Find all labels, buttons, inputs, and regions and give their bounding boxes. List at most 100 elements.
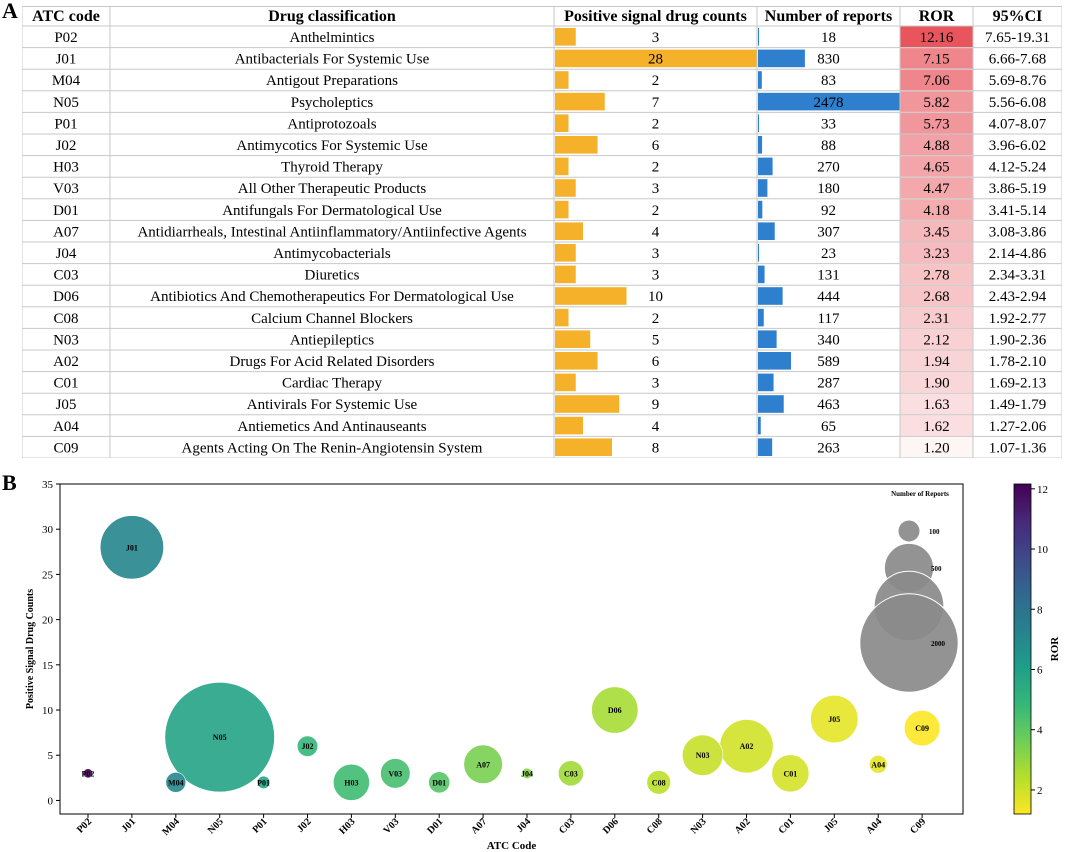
signal-count: 6 (652, 138, 660, 154)
x-axis-label: ATC Code (487, 840, 537, 852)
ror-heat-cell (900, 328, 973, 350)
table-row: P02 Anthelmintics 3 18 12.16 7.65-19.31 (54, 26, 1050, 48)
count-bar (555, 200, 569, 219)
table-row: C03 Diuretics 3 131 2.78 2.34-3.31 (53, 264, 1046, 285)
report-count: 23 (821, 246, 836, 262)
count-bar (555, 157, 569, 176)
size-legend-label: 100 (929, 528, 940, 536)
atc-code: N05 (53, 95, 79, 111)
report-bar (758, 49, 805, 68)
atc-code: D01 (53, 203, 79, 219)
x-tick-label: C08 (645, 816, 665, 836)
ror-value: 1.94 (923, 354, 950, 370)
report-count: 287 (817, 376, 840, 392)
drug-classification: Antifungals For Dermatological Use (222, 203, 442, 219)
ci-value: 5.56-6.08 (989, 95, 1047, 111)
bubble-P01 (257, 775, 271, 789)
x-tick-label: A02 (733, 816, 753, 836)
table-row: H03 Thyroid Therapy 2 270 4.65 4.12-5.24 (53, 156, 1047, 177)
ci-value: 1.69-2.13 (989, 376, 1047, 392)
bubble-P02 (83, 768, 94, 779)
bubble-label-V03: V03 (388, 769, 402, 778)
ror-value: 4.18 (923, 203, 949, 219)
report-bar (758, 92, 900, 111)
signal-count: 10 (648, 289, 663, 305)
header-5: 95%CI (993, 8, 1043, 25)
table-row: A07 Antidiarrheals, Intestinal Antiinflam… (53, 220, 1047, 242)
bubble-J05 (810, 695, 859, 744)
bubble-label-C03: C03 (564, 769, 578, 778)
y-tick-label: 25 (42, 569, 54, 581)
bubble-label-P02: P02 (82, 769, 95, 778)
bubble-label-A02: A02 (740, 742, 754, 751)
report-count: 270 (817, 160, 840, 176)
count-bar (555, 114, 569, 132)
ci-value: 2.43-2.94 (989, 289, 1047, 305)
report-count: 117 (818, 311, 840, 327)
count-bar (555, 244, 576, 262)
signal-count: 4 (652, 419, 660, 435)
ror-value: 4.65 (923, 160, 949, 176)
drug-classification: All Other Therapeutic Products (238, 181, 427, 197)
count-bar (555, 330, 591, 348)
report-count: 263 (817, 440, 840, 456)
bubble-label-A07: A07 (476, 760, 490, 769)
table-row: J02 Antimycotics For Systemic Use 6 88 4.88 3… (56, 134, 1047, 156)
ror-heat-cell (900, 372, 973, 393)
ci-value: 3.96-6.02 (989, 138, 1047, 154)
y-tick-label: 20 (42, 615, 54, 627)
report-count: 589 (817, 354, 840, 370)
ci-value: 3.41-5.14 (989, 203, 1047, 219)
report-bar (758, 157, 773, 176)
plot-frame (59, 483, 964, 815)
bubble-label-N03: N03 (696, 751, 710, 760)
report-bar (758, 114, 759, 132)
ror-value: 4.88 (923, 138, 949, 154)
signal-count: 2 (652, 160, 660, 176)
ci-value: 3.08-3.86 (989, 224, 1047, 240)
ror-value: 4.47 (923, 181, 950, 197)
colorbar-tick-label: 2 (1037, 785, 1043, 797)
ci-value: 6.66-7.68 (989, 52, 1047, 68)
colorbar-tick-label: 6 (1037, 664, 1043, 676)
report-bar (758, 308, 764, 327)
table-row: A04 Antiemetics And Antinauseants 4 65 1.62 1… (53, 415, 1047, 436)
y-tick-label: 0 (48, 795, 54, 807)
bubble-C01 (771, 754, 810, 793)
atc-code: C09 (53, 440, 78, 456)
ci-value: 1.49-1.79 (989, 397, 1047, 413)
header-4: ROR (919, 8, 955, 25)
report-count: 65 (821, 419, 836, 435)
atc-code: A04 (53, 419, 79, 435)
panel-b-label: B (2, 470, 17, 495)
ror-heat-cell (900, 264, 973, 285)
table-row: N05 Psycholeptics 7 2478 5.82 5.56-6.08 (53, 91, 1046, 112)
report-count: 33 (821, 116, 836, 132)
atc-code: C08 (53, 311, 78, 327)
bubble-label-C09: C09 (915, 724, 929, 733)
ror-heat-cell (900, 156, 973, 177)
ror-heat-cell (900, 177, 973, 199)
bubble-label-A04: A04 (871, 760, 885, 769)
ror-value: 12.16 (920, 30, 954, 46)
x-tick-label: A04 (864, 816, 884, 836)
x-tick-label: A07 (469, 816, 489, 836)
ci-value: 4.07-8.07 (989, 116, 1047, 132)
size-legend-bubble (859, 593, 959, 693)
table-row: J05 Antivirals For Systemic Use 9 463 1.63 1.… (56, 393, 1047, 415)
table-row: A02 Drugs For Acid Related Disorders 6 589 1… (53, 350, 1046, 372)
bubble-chart: N05 J01 A02 J05 D06 N03 A07 C01 H03 C09 V03 C03 C08 D… (25, 479, 1061, 852)
report-bar (758, 352, 791, 370)
signal-count: 8 (652, 440, 660, 456)
report-count: 88 (821, 138, 836, 154)
report-bar (758, 244, 759, 262)
colorbar-tick-label: 8 (1037, 604, 1043, 616)
size-legend-label: 2000 (931, 640, 946, 648)
atc-code: J01 (56, 52, 77, 68)
atc-code: V03 (53, 181, 79, 197)
drug-classification: Calcium Channel Blockers (251, 311, 413, 327)
report-bar (758, 287, 783, 305)
colorbar-label: ROR (1049, 636, 1061, 662)
report-bar (758, 373, 774, 392)
bubble-A07 (463, 744, 503, 784)
